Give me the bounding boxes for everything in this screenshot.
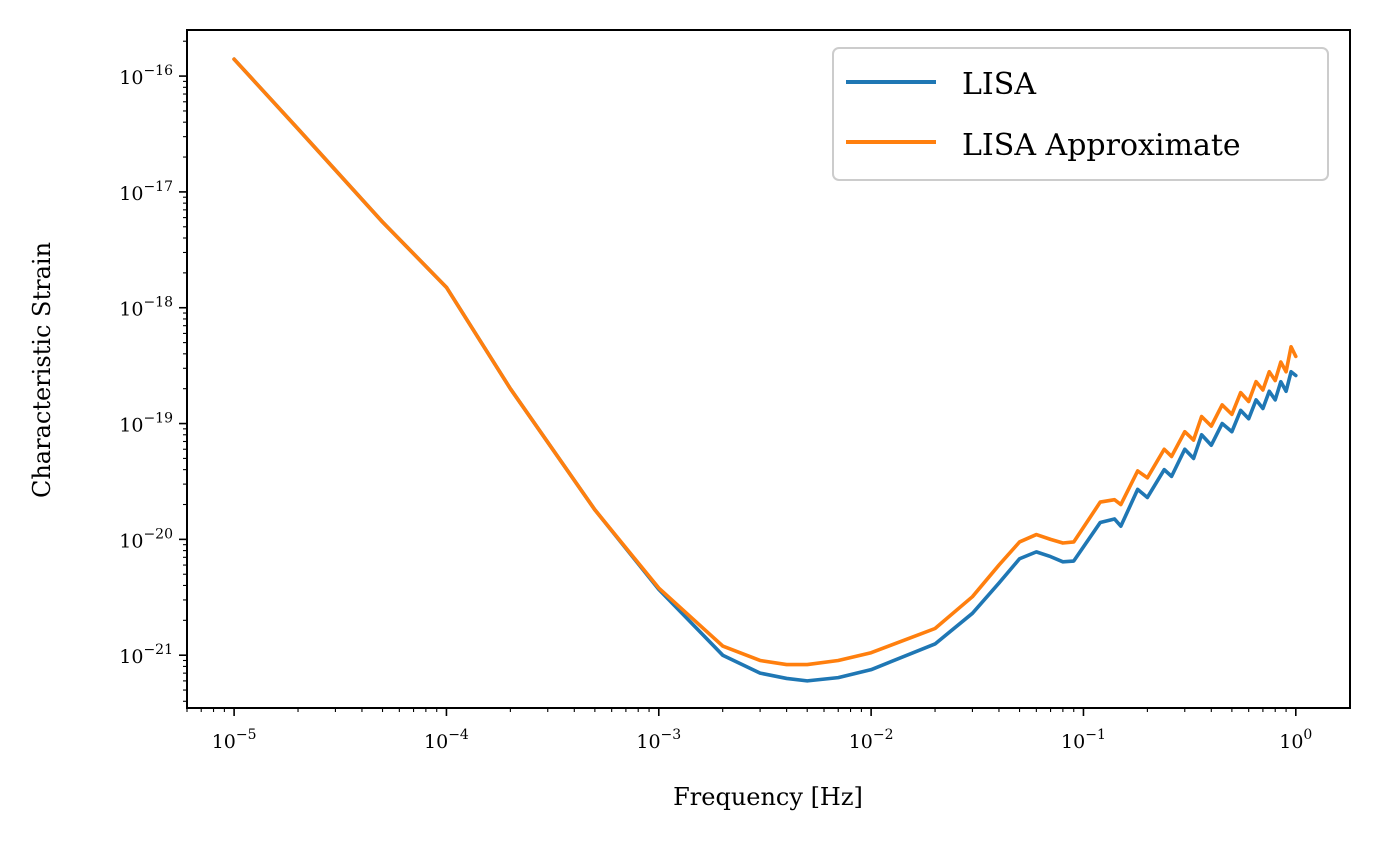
series-line-lisa xyxy=(232,57,1298,683)
series-lines xyxy=(232,57,1298,683)
y-tick-label: 10−19 xyxy=(119,411,173,437)
x-tick-label: 10−1 xyxy=(1061,727,1106,753)
x-tick-label: 10−2 xyxy=(849,727,894,753)
series-line-lisa-approximate xyxy=(232,57,1298,667)
y-tick-label: 10−17 xyxy=(119,179,173,205)
legend-label-lisa-approximate: LISA Approximate xyxy=(962,128,1241,163)
legend: LISA LISA Approximate xyxy=(832,47,1329,181)
legend-box xyxy=(832,47,1329,181)
x-tick-labels: 10−5 10−4 10−3 10−2 10−1 100 xyxy=(212,727,1313,753)
x-tick-label: 10−4 xyxy=(424,727,469,753)
y-tick-label: 10−18 xyxy=(119,295,173,321)
plot-frame xyxy=(186,29,1351,709)
y-tick-labels: 10−21 10−20 10−19 10−18 10−17 10−16 xyxy=(119,63,173,668)
x-tick-label: 10−5 xyxy=(212,727,257,753)
y-axis-label: Characteristic Strain xyxy=(28,242,56,498)
y-tick-label: 10−20 xyxy=(119,526,173,552)
y-tick-label: 10−21 xyxy=(119,642,173,668)
major-ticks xyxy=(179,75,1297,716)
x-axis-label: Frequency [Hz] xyxy=(673,783,863,811)
x-tick-label: 10−3 xyxy=(636,727,681,753)
x-tick-label: 100 xyxy=(1279,727,1312,753)
legend-label-lisa: LISA xyxy=(962,67,1036,102)
minor-ticks xyxy=(183,40,1287,712)
y-tick-label: 10−16 xyxy=(119,63,173,89)
